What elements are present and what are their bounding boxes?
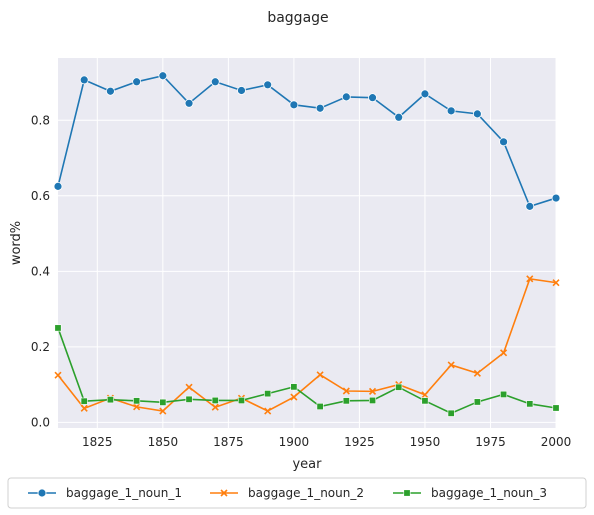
legend-item: baggage_1_noun_2 <box>210 486 364 500</box>
data-point <box>263 80 273 90</box>
x-tick-label: 1875 <box>213 435 244 449</box>
data-point <box>159 398 167 406</box>
data-point <box>237 396 245 404</box>
data-point <box>525 201 535 211</box>
y-tick-label: 0.4 <box>31 264 50 278</box>
data-point <box>472 109 482 119</box>
legend-label: baggage_1_noun_1 <box>66 486 182 500</box>
data-point <box>500 349 508 357</box>
data-point <box>133 403 141 411</box>
data-point <box>421 397 429 405</box>
data-point <box>341 92 351 102</box>
legend-box <box>7 477 587 509</box>
data-point <box>551 193 561 203</box>
x-tick-label: 1900 <box>279 435 310 449</box>
data-point <box>473 398 481 406</box>
data-point <box>447 361 455 369</box>
x-tick-label: 1850 <box>148 435 179 449</box>
x-tick-label: 1950 <box>410 435 441 449</box>
data-point <box>289 100 299 110</box>
x-tick-label: 2000 <box>541 435 572 449</box>
data-point <box>237 86 246 95</box>
data-point <box>342 397 350 405</box>
data-point <box>290 383 298 391</box>
data-point <box>106 86 115 96</box>
data-point <box>290 393 298 401</box>
legend-marker <box>403 489 411 497</box>
series-3 <box>54 324 560 417</box>
x-axis-label: year <box>292 457 322 472</box>
data-point <box>316 371 324 379</box>
data-point <box>54 324 62 332</box>
x-tick-label: 1825 <box>82 435 113 449</box>
series-layer <box>53 71 561 417</box>
y-axis-label: word% <box>9 221 24 265</box>
plot-area <box>58 58 556 428</box>
y-axis-ticks: 0.0 0.2 0.4 0.6 0.8 <box>31 113 50 429</box>
data-point <box>184 98 194 108</box>
series-line <box>57 327 557 415</box>
data-point <box>210 77 220 87</box>
series-1 <box>53 71 561 211</box>
data-point <box>473 369 481 377</box>
data-point <box>264 407 272 415</box>
data-point <box>526 400 534 408</box>
data-point <box>211 403 219 411</box>
data-point <box>80 397 88 405</box>
data-point <box>499 137 508 147</box>
data-point <box>368 93 377 103</box>
data-point <box>80 404 88 412</box>
legend-item: baggage_1_noun_3 <box>393 486 547 500</box>
data-point <box>185 395 193 403</box>
data-point <box>342 387 350 395</box>
data-point <box>315 103 325 113</box>
legend-marker <box>37 488 47 498</box>
data-point <box>185 383 193 391</box>
data-point <box>79 75 89 85</box>
data-point <box>395 383 403 391</box>
legend-label: baggage_1_noun_3 <box>431 486 547 500</box>
data-point <box>211 396 219 404</box>
x-axis-ticks: 1825 1850 1875 1900 1925 1950 1975 2000 <box>82 435 571 449</box>
data-point <box>133 397 141 405</box>
series-line <box>57 277 557 412</box>
data-point <box>316 402 324 410</box>
legend-item: baggage_1_noun_1 <box>28 486 182 500</box>
data-point <box>54 371 62 379</box>
y-tick-label: 0.0 <box>31 415 50 429</box>
data-point <box>53 181 63 191</box>
data-point <box>158 71 168 81</box>
chart-title: baggage <box>267 10 328 26</box>
y-tick-label: 0.6 <box>31 189 50 203</box>
grid-lines <box>58 58 557 428</box>
data-point <box>132 77 142 87</box>
data-point <box>420 89 430 99</box>
data-point <box>106 396 114 404</box>
data-point <box>526 275 534 283</box>
data-point <box>500 390 508 398</box>
data-point <box>369 396 377 404</box>
legend: baggage_1_noun_1 baggage_1_noun_2 baggage_… <box>7 477 587 509</box>
x-tick-label: 1975 <box>475 435 506 449</box>
data-point <box>159 407 167 415</box>
data-point <box>264 390 272 398</box>
data-point <box>552 279 560 287</box>
y-tick-label: 0.8 <box>31 113 50 127</box>
data-point <box>421 391 429 399</box>
x-tick-label: 1925 <box>344 435 375 449</box>
data-point <box>446 106 456 116</box>
data-point <box>368 387 377 395</box>
data-point <box>394 112 404 122</box>
y-tick-label: 0.2 <box>31 340 50 354</box>
data-point <box>447 409 455 417</box>
legend-marker <box>220 489 228 497</box>
legend-label: baggage_1_noun_2 <box>248 486 364 500</box>
data-point <box>552 404 560 412</box>
